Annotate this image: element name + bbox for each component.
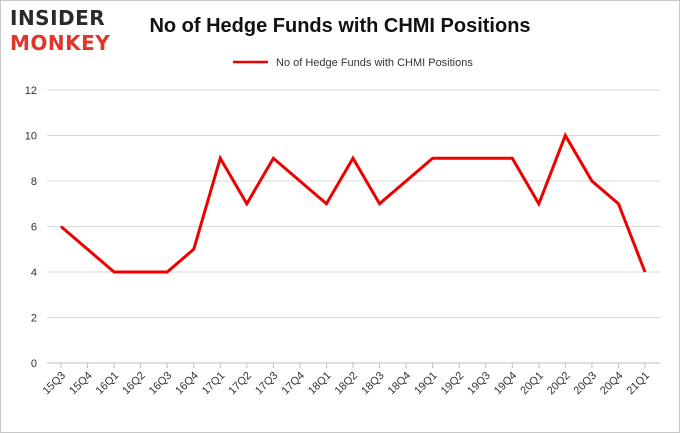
grid-layer (47, 89, 660, 364)
x-tick-label: 20Q1 (518, 370, 546, 398)
series-layer (60, 132, 647, 274)
logo-text-monkey: MONKEY (10, 31, 111, 55)
x-tick-label: 19Q4 (492, 370, 520, 398)
y-tick-label: 10 (25, 131, 37, 143)
x-tick-label: 17Q3 (253, 370, 281, 398)
y-tick-label: 6 (31, 222, 37, 234)
x-tick-label: 17Q4 (280, 370, 308, 398)
x-tick-label: 21Q1 (625, 370, 653, 398)
y-tick-label: 0 (31, 358, 37, 370)
y-tick-label: 2 (31, 313, 37, 325)
y-tick-label: 12 (25, 85, 37, 97)
x-tick-label: 15Q4 (67, 370, 95, 398)
legend-label: No of Hedge Funds with CHMI Positions (276, 57, 473, 69)
x-tick-label: 17Q2 (226, 370, 254, 398)
x-tick-label: 15Q3 (41, 370, 69, 398)
x-tick-label: 18Q3 (359, 370, 387, 398)
x-tick-label: 17Q1 (200, 370, 228, 398)
series-line (60, 132, 647, 274)
x-tick-label: 20Q2 (545, 370, 573, 398)
logo-text-insider: INSIDER (10, 6, 106, 30)
x-tick-label: 19Q1 (412, 370, 440, 398)
x-tick-label: 20Q3 (572, 370, 600, 398)
y-tick-label: 8 (31, 176, 37, 188)
chart-title: No of Hedge Funds with CHMI Positions (149, 15, 531, 37)
x-tick-label: 18Q4 (386, 370, 414, 398)
x-tick-label: 19Q2 (439, 370, 467, 398)
x-tick-label: 18Q2 (333, 370, 361, 398)
x-tick-label: 16Q4 (173, 370, 201, 398)
x-tick-label: 16Q1 (94, 370, 122, 398)
x-tick-label: 16Q3 (147, 370, 175, 398)
x-tick-label: 20Q4 (598, 370, 626, 398)
y-tick-label: 4 (31, 267, 37, 279)
x-tick-label: 19Q3 (465, 370, 493, 398)
x-tick-label: 16Q2 (120, 370, 148, 398)
legend: No of Hedge Funds with CHMI Positions (233, 57, 473, 69)
x-tick-label: 18Q1 (306, 370, 334, 398)
insider-monkey-logo: INSIDER MONKEY (10, 6, 128, 58)
